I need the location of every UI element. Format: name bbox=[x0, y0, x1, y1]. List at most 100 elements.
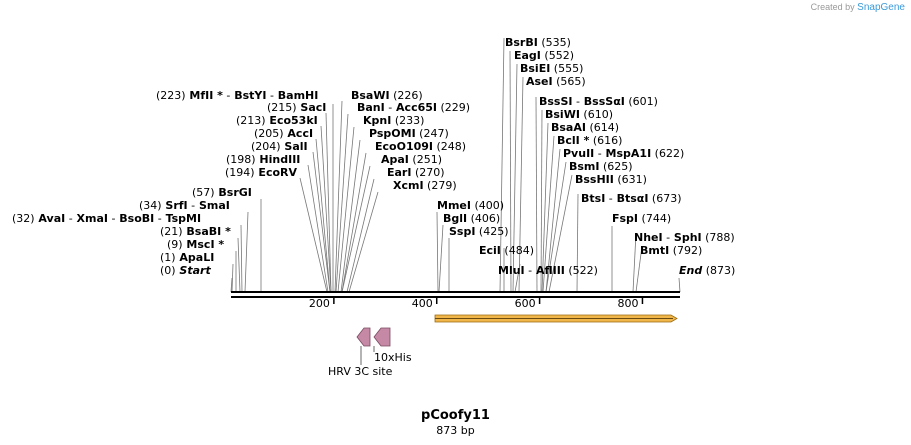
restriction-site-label[interactable]: FspI (744) bbox=[612, 212, 671, 225]
leader-line bbox=[346, 178, 375, 293]
restriction-site-label[interactable]: EagI (552) bbox=[514, 49, 574, 62]
restriction-site-label[interactable]: (198) HindIII bbox=[226, 153, 300, 166]
restriction-site-label[interactable]: (32) AvaI - XmaI - BsoBI - TspMI bbox=[12, 212, 201, 225]
restriction-site-label[interactable]: BssSI - BssSαI (601) bbox=[539, 95, 658, 108]
cut-position: (251) bbox=[409, 153, 442, 166]
plasmid-length: 873 bp bbox=[436, 424, 475, 437]
restriction-site-label[interactable]: KpnI (233) bbox=[363, 114, 424, 127]
leader-line bbox=[320, 125, 332, 293]
enzyme-name: XcmI bbox=[393, 179, 424, 192]
cut-position: (406) bbox=[467, 212, 500, 225]
ruler-ticks: 200 400 600 800 bbox=[309, 297, 644, 310]
enzyme-name: MluI bbox=[498, 264, 525, 277]
restriction-site-label[interactable]: MmeI (400) bbox=[437, 199, 504, 212]
restriction-site-label[interactable]: EcoO109I (248) bbox=[375, 140, 466, 153]
restriction-site-label[interactable]: (9) MscI * bbox=[167, 238, 224, 251]
restriction-site-label[interactable]: BssHII (631) bbox=[575, 173, 647, 186]
enzyme-name: EarI bbox=[387, 166, 411, 179]
restriction-site-label[interactable]: BclI * (616) bbox=[557, 134, 622, 147]
enzyme-name: MscI * bbox=[183, 238, 225, 251]
cut-position: (226) bbox=[390, 89, 423, 102]
cut-position: (565) bbox=[553, 75, 586, 88]
restriction-site-label[interactable]: SspI (425) bbox=[449, 225, 509, 238]
enzyme-name: BsiEI bbox=[520, 62, 550, 75]
feature-hrv3c-arrow[interactable] bbox=[356, 327, 371, 347]
leader-line bbox=[512, 63, 518, 293]
enzyme-name: AccI bbox=[284, 127, 313, 140]
restriction-site-label[interactable]: (57) BsrGI bbox=[192, 186, 252, 199]
leader-line bbox=[315, 138, 331, 293]
restriction-site-label[interactable]: (205) AccI bbox=[254, 127, 313, 140]
restriction-site-label[interactable]: BtsI - BtsαI (673) bbox=[581, 192, 682, 205]
restriction-site-label[interactable]: (34) SrfI - SmaI bbox=[139, 199, 230, 212]
enzyme-name: BsaWI bbox=[351, 89, 390, 102]
enzyme-name: PvuII bbox=[563, 147, 594, 160]
restriction-site-label[interactable]: (194) EcoRV bbox=[225, 166, 297, 179]
cut-position: - bbox=[605, 192, 612, 205]
restriction-site-label[interactable]: BsmI (625) bbox=[569, 160, 633, 173]
restriction-site-label[interactable]: MluI - AflIII (522) bbox=[498, 264, 598, 277]
cut-position: - bbox=[188, 199, 195, 212]
restriction-site-label[interactable]: PspOMI (247) bbox=[369, 127, 449, 140]
leader-line bbox=[335, 113, 349, 293]
enzyme-name: SrfI bbox=[162, 199, 188, 212]
restriction-site-label[interactable]: BsaWI (226) bbox=[351, 89, 423, 102]
restriction-site-label[interactable]: BmtI (792) bbox=[640, 244, 702, 257]
enzyme-name: BtsI bbox=[581, 192, 605, 205]
restriction-site-label[interactable]: End (873) bbox=[679, 264, 735, 277]
cut-position: (205) bbox=[254, 127, 284, 140]
restriction-site-label[interactable]: (213) Eco53kI bbox=[236, 114, 318, 127]
cut-position: (194) bbox=[225, 166, 255, 179]
restriction-site-label[interactable]: PvuII - MspA1I (622) bbox=[563, 147, 684, 160]
restriction-site-label[interactable]: NheI - SphI (788) bbox=[634, 231, 735, 244]
restriction-site-label[interactable]: EciI (484) bbox=[479, 244, 534, 257]
restriction-site-label[interactable]: (204) SalI bbox=[251, 140, 308, 153]
enzyme-name: AflIII bbox=[532, 264, 565, 277]
leader-line bbox=[340, 139, 361, 293]
cut-position: - bbox=[65, 212, 72, 225]
tick-label: 400 bbox=[412, 297, 433, 310]
leader-line bbox=[438, 224, 444, 293]
restriction-site-label[interactable]: AseI (565) bbox=[526, 75, 586, 88]
enzyme-name: Eco53kI bbox=[266, 114, 318, 127]
leader-line bbox=[312, 151, 331, 293]
cut-position: (215) bbox=[267, 101, 297, 114]
restriction-site-label[interactable]: BglI (406) bbox=[443, 212, 500, 225]
restriction-site-label[interactable]: ApaI (251) bbox=[381, 153, 442, 166]
leader-line bbox=[545, 161, 567, 293]
restriction-site-label[interactable]: (1) ApaLI bbox=[160, 251, 214, 264]
enzyme-name: BsmI bbox=[569, 160, 600, 173]
cut-position: (625) bbox=[600, 160, 633, 173]
tick-label: 800 bbox=[617, 297, 638, 310]
enzyme-name: SphI bbox=[670, 231, 702, 244]
cut-position: (601) bbox=[625, 95, 658, 108]
restriction-site-label[interactable]: BsiEI (555) bbox=[520, 62, 583, 75]
restriction-site-label[interactable]: (0) Start bbox=[160, 264, 211, 277]
cut-position: (792) bbox=[669, 244, 702, 257]
enzyme-name: BclI * bbox=[557, 134, 590, 147]
restriction-site-label[interactable]: BsrBI (535) bbox=[505, 36, 571, 49]
enzyme-name: SalI bbox=[281, 140, 308, 153]
cut-position: (484) bbox=[501, 244, 534, 257]
enzyme-name: BstYI bbox=[230, 89, 266, 102]
restriction-site-label[interactable]: (21) BsaBI * bbox=[160, 225, 231, 238]
restriction-site-label[interactable]: (223) MfII * - BstYI - BamHI bbox=[156, 89, 318, 102]
cut-position: - bbox=[154, 212, 161, 225]
enzyme-name: BssSαI bbox=[580, 95, 625, 108]
restriction-site-label[interactable]: (215) SacI bbox=[267, 101, 326, 114]
restriction-site-label[interactable]: XcmI (279) bbox=[393, 179, 457, 192]
restriction-site-label[interactable]: BsaAI (614) bbox=[551, 121, 619, 134]
leader-line bbox=[535, 96, 538, 293]
feature-10xhis-arrow[interactable] bbox=[373, 327, 391, 347]
cut-position: - bbox=[663, 231, 670, 244]
credit-text: Created by bbox=[810, 2, 855, 12]
enzyme-name: BsrBI bbox=[505, 36, 538, 49]
enzyme-name: FspI bbox=[612, 212, 638, 225]
restriction-site-label[interactable]: BsiWI (610) bbox=[545, 108, 613, 121]
cut-position: (788) bbox=[702, 231, 735, 244]
restriction-site-label[interactable]: EarI (270) bbox=[387, 166, 445, 179]
leader-line bbox=[348, 191, 379, 293]
restriction-site-label[interactable]: BanI - Acc65I (229) bbox=[357, 101, 470, 114]
enzyme-name: PspOMI bbox=[369, 127, 416, 140]
